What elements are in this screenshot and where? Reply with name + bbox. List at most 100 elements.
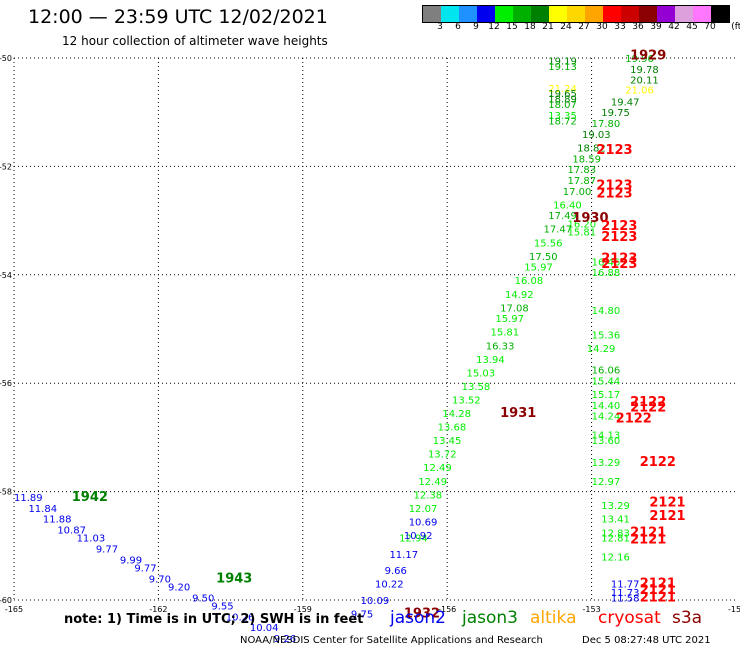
- pass-time-label: 2123: [596, 178, 632, 193]
- wave-height-value: 13.60: [592, 436, 621, 447]
- grid: [13, 57, 736, 601]
- wave-height-value: 10.92: [404, 531, 433, 542]
- legend-swatch: [585, 6, 603, 22]
- wave-height-value: 12.83: [601, 528, 630, 539]
- wave-height-value: 9.77: [96, 545, 118, 556]
- pass-time-label: 2121: [630, 525, 666, 540]
- wave-height-value: 18.82: [577, 143, 606, 154]
- wave-height-value: 12.49: [418, 477, 447, 488]
- footer-timestamp: Dec 5 08:27:48 UTC 2021: [582, 635, 711, 646]
- wave-height-value: 13.52: [452, 395, 481, 406]
- lat-label: -58: [0, 488, 12, 497]
- wave-height-value: 18.89: [548, 95, 577, 106]
- legend-value: 12: [488, 22, 500, 32]
- legend-swatch: [603, 6, 621, 22]
- wave-height-value: 12.49: [423, 463, 452, 474]
- legend-value: 45: [686, 22, 698, 32]
- footer-credit: NOAA/NESDIS Center for Satellite Applica…: [240, 635, 543, 646]
- wave-height-value: 11.58: [611, 593, 640, 604]
- legend-swatch: [657, 6, 675, 22]
- legend-swatch: [621, 6, 639, 22]
- pass-time-label: 2121: [649, 509, 685, 524]
- wave-height-value: 9.20: [168, 582, 190, 593]
- wave-height-value: 12.81: [601, 534, 630, 545]
- wave-height-value: 19.78: [630, 65, 659, 76]
- footer-note: note: 1) Time is in UTC; 2) SWH is in fe…: [64, 612, 364, 627]
- wave-height-value: 14.24: [592, 412, 621, 423]
- lon-label: -15: [728, 605, 740, 614]
- map-subtitle: 12 hour collection of altimeter wave hei…: [62, 34, 328, 48]
- wave-height-value: 12.97: [592, 477, 621, 488]
- wave-height-value: 13.58: [462, 382, 491, 393]
- legend-swatch: [567, 6, 585, 22]
- wave-height-labels: 19.9619.7820.1121.0619.4719.7517.8019.03…: [14, 48, 686, 645]
- wave-height-value: 9.55: [211, 601, 233, 612]
- legend-swatch: [495, 6, 513, 22]
- satellite-name: cryosat: [598, 608, 661, 628]
- satellite-name: altika: [530, 608, 577, 628]
- wave-height-value: 10.09: [361, 596, 390, 607]
- wave-height-value: 17.47: [543, 225, 572, 236]
- pass-time-label: 2123: [601, 252, 637, 267]
- lon-label: -162: [149, 605, 167, 614]
- legend-value: 24: [560, 22, 572, 32]
- legend-value: 21: [542, 22, 554, 32]
- wave-height-value: 9.99: [120, 555, 142, 566]
- wave-height-value: 13.45: [433, 436, 462, 447]
- wave-height-value: 11.03: [77, 534, 106, 545]
- wave-height-value: 18.07: [548, 100, 577, 111]
- wave-height-value: 20.11: [630, 76, 659, 87]
- wave-height-value: 11.77: [611, 580, 640, 591]
- legend-value: 6: [455, 22, 461, 32]
- satellite-name: s3a: [672, 608, 703, 628]
- wave-height-value: 19.96: [625, 54, 654, 65]
- wave-height-value: 11.89: [14, 493, 43, 504]
- wave-height-value: 13.68: [438, 423, 467, 434]
- wave-height-value: 16.20: [568, 219, 597, 230]
- wave-height-value: 17.87: [568, 176, 597, 187]
- wave-height-value: 13.35: [548, 111, 577, 122]
- pass-time-label: 2123: [601, 257, 637, 272]
- wave-height-value: 16.33: [486, 341, 515, 352]
- legend-value: 3: [437, 22, 443, 32]
- legend-swatch: [423, 6, 441, 22]
- pass-time-label: 1931: [500, 406, 536, 421]
- satellite-name: jason2: [390, 608, 446, 628]
- wave-height-value: 13.41: [601, 515, 630, 526]
- wave-height-value: 14.92: [505, 290, 534, 301]
- wave-height-value: 11.88: [43, 515, 72, 526]
- lat-label: -56: [0, 379, 12, 388]
- axis-labels: -50 -52 -54 -56 -58 -60-165 -162 -159 -156 -153 -1…: [0, 54, 740, 614]
- lon-label: -165: [5, 605, 23, 614]
- wave-height-value: 17.00: [563, 187, 592, 198]
- pass-time-label: 2122: [616, 411, 652, 426]
- wave-height-value: 19.19: [548, 57, 577, 68]
- wave-height-value: 21.06: [625, 85, 654, 96]
- wave-height-value: 17.50: [529, 252, 558, 263]
- wave-height-value: 12.07: [409, 504, 438, 515]
- legend-value: 9: [473, 22, 479, 32]
- legend-value: 30: [596, 22, 608, 32]
- wave-height-value: 15.56: [534, 238, 563, 249]
- satellite-name: jason3: [462, 608, 518, 628]
- pass-time-label: 2122: [630, 401, 666, 416]
- wave-height-value: 10.22: [375, 580, 404, 591]
- legend-swatch: [459, 6, 477, 22]
- wave-height-value: 19.47: [611, 97, 640, 108]
- lon-label: -159: [294, 605, 312, 614]
- legend-value: 39: [650, 22, 662, 32]
- legend-value: 33: [614, 22, 626, 32]
- legend-swatch: [693, 6, 711, 22]
- legend-swatch: [639, 6, 657, 22]
- legend-swatch: [711, 6, 729, 22]
- pass-time-label: 2123: [601, 219, 637, 234]
- pass-time-label: 1943: [216, 571, 252, 586]
- wave-height-value: 9.77: [134, 563, 156, 574]
- wave-height-value: 19.65: [548, 89, 577, 100]
- wave-height-value: 14.29: [587, 344, 616, 355]
- legend-swatch: [477, 6, 495, 22]
- wave-height-value: 17.83: [568, 165, 597, 176]
- pass-time-label: 2123: [601, 230, 637, 245]
- legend-swatch: [531, 6, 549, 22]
